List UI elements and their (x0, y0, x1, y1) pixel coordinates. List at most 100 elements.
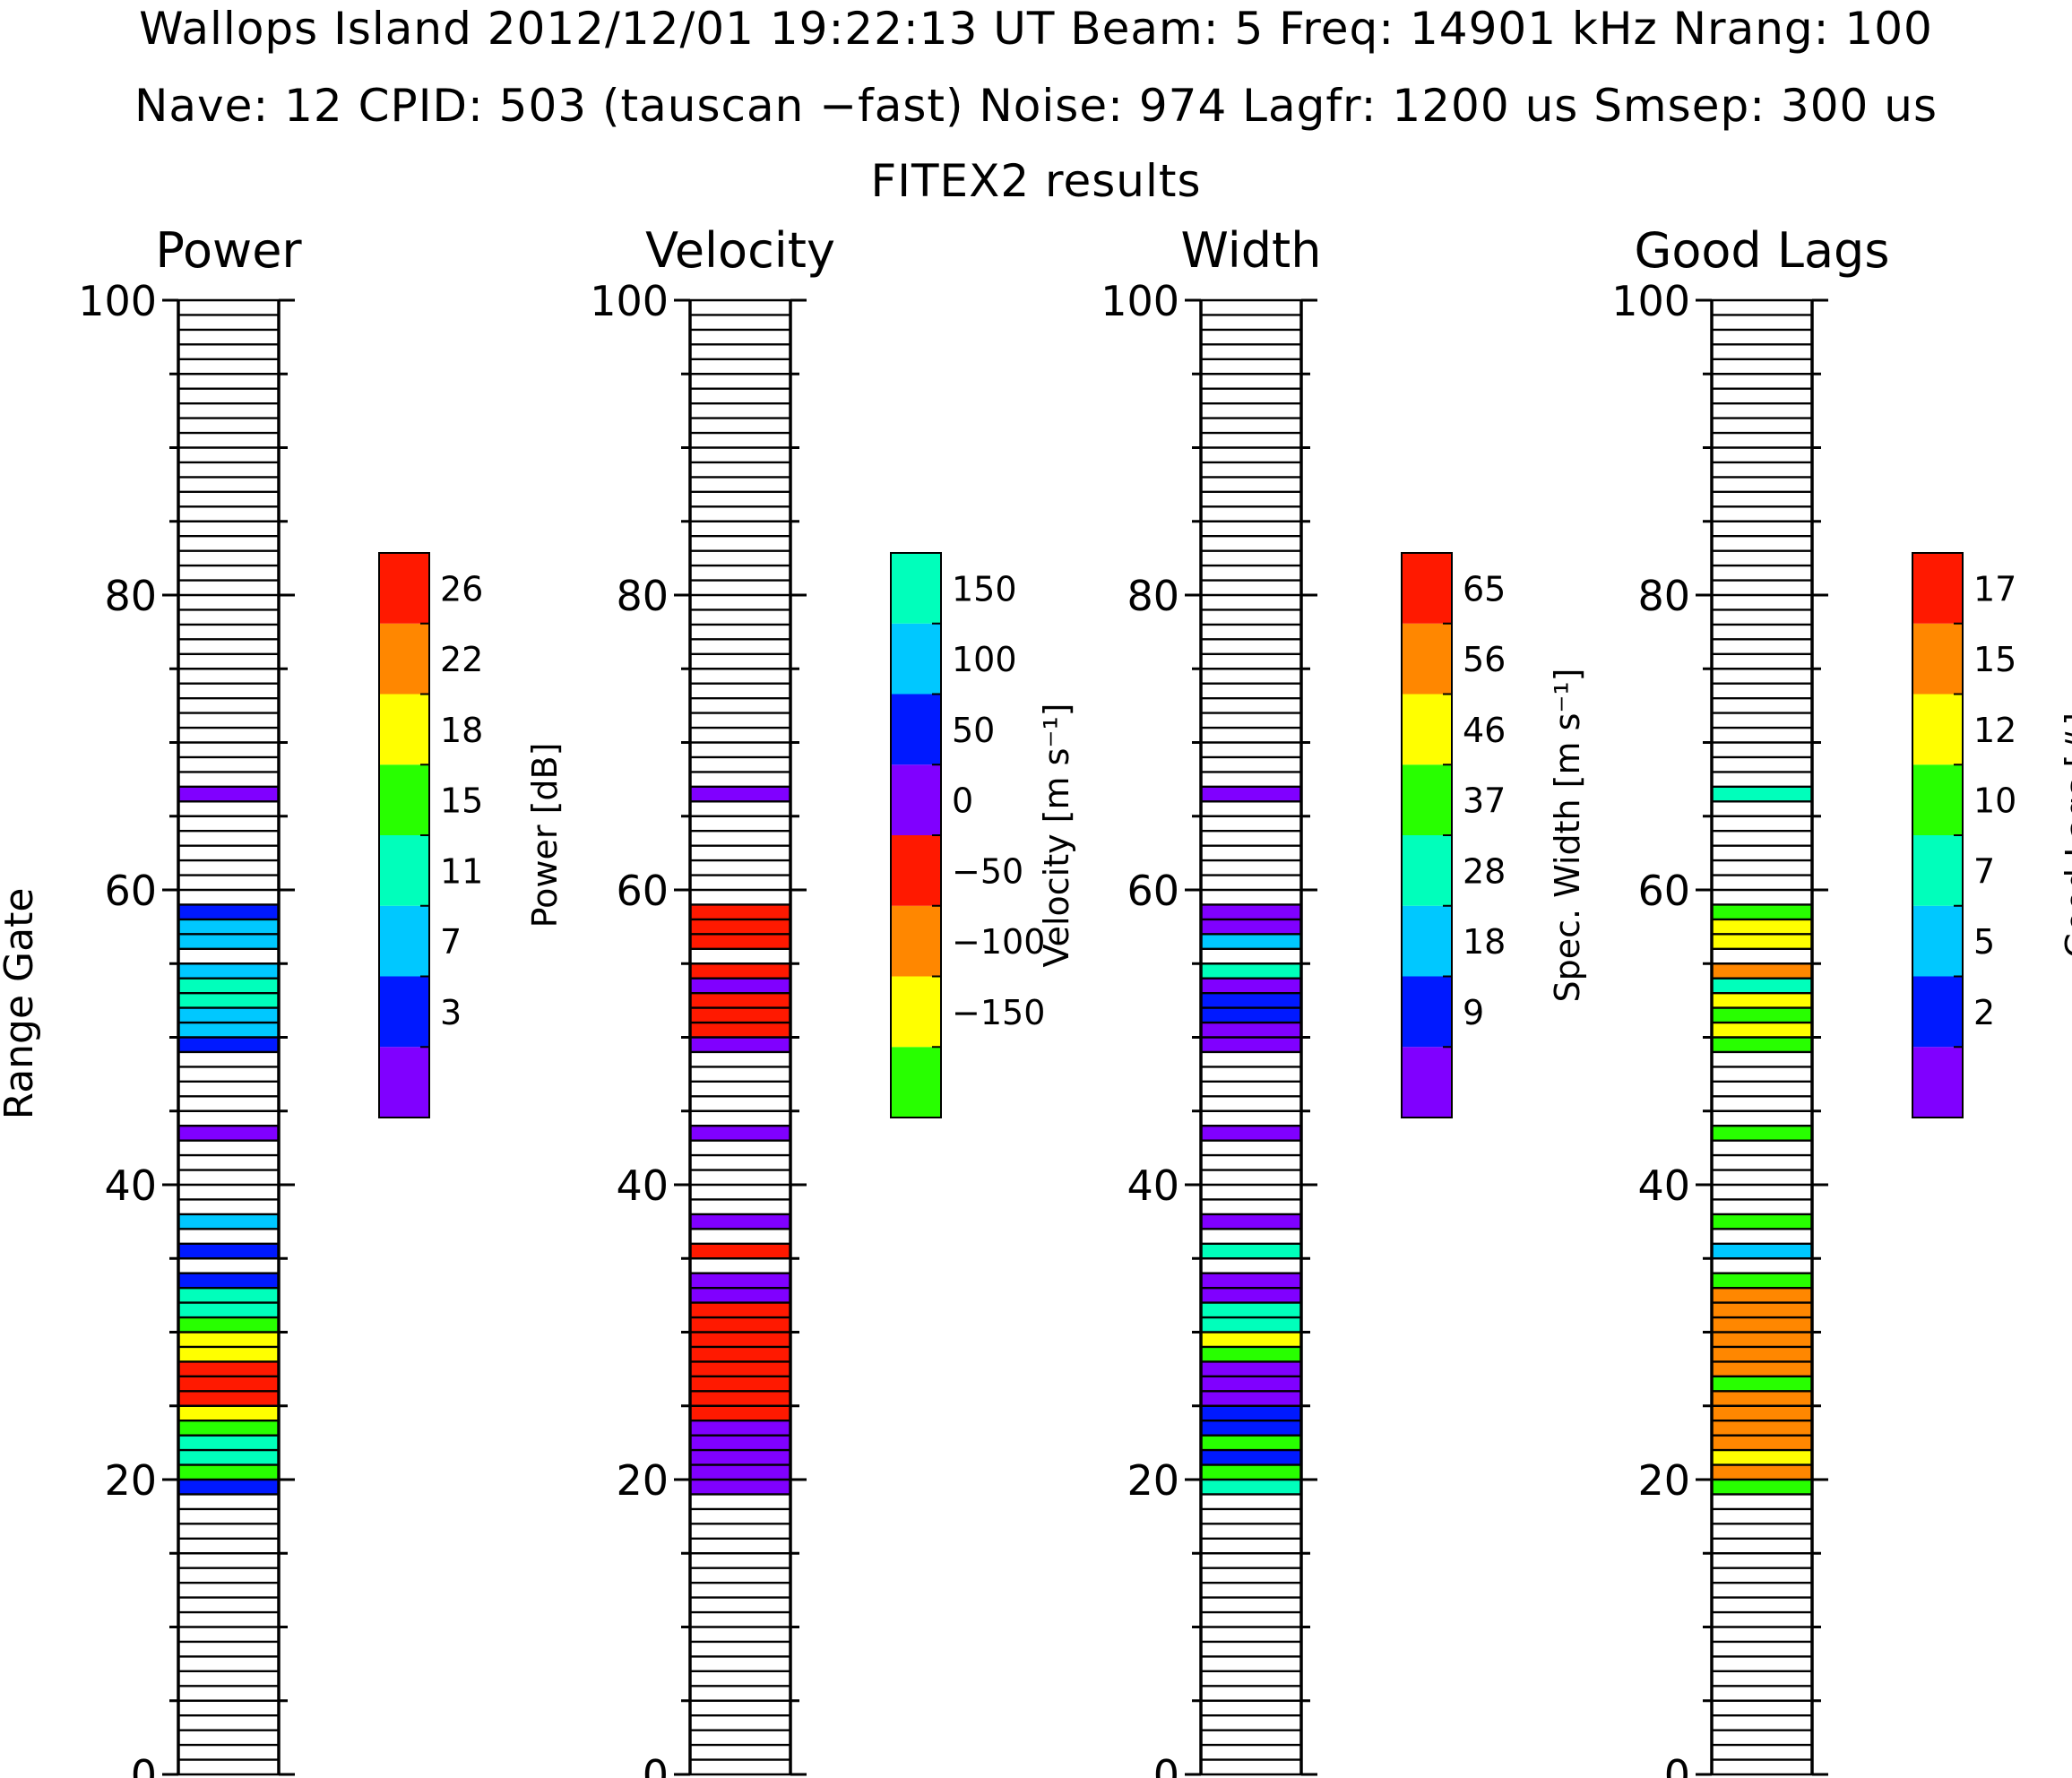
panel-4-gate-cell (1712, 1317, 1812, 1333)
panel-1-ytick-label: 0 (131, 1751, 157, 1778)
panel-3-gate-cell (1201, 1450, 1301, 1465)
panel-3-gate-cell (1201, 993, 1301, 1008)
panel-3-ytick-label: 20 (1127, 1456, 1179, 1505)
panel-2-gate-cell (690, 1405, 790, 1421)
panel-3-gate-cell (1201, 1037, 1301, 1052)
panel-4-colorbar-segment (1912, 764, 1963, 835)
panel-3-colorbar-label: 9 (1463, 993, 1484, 1032)
panel-3-gate-cell (1201, 1464, 1301, 1480)
panel-2-colorbar-label: −100 (952, 922, 1045, 962)
panel-2-colorbar-label: −50 (952, 851, 1023, 891)
panel-4-gate-cell (1712, 904, 1812, 919)
panel-1-colorbar-label: 11 (440, 851, 483, 891)
panel-3-gate-cell (1201, 1391, 1301, 1406)
panel-2-colorbar-segment (891, 905, 941, 977)
panel-4-gate-cell (1712, 993, 1812, 1008)
panel-4-gate-cell (1712, 1361, 1812, 1377)
panel-4-gate-cell (1712, 786, 1812, 802)
panel-1-ytick-label: 100 (78, 277, 157, 325)
panel-3-gate-cell (1201, 1376, 1301, 1392)
panel-3-gate-cell (1201, 1302, 1301, 1318)
panel-4-title: Good Lags (1635, 222, 1890, 279)
panel-2-gate-cell (690, 919, 790, 935)
panel-2-colorbar-label: 100 (952, 640, 1017, 679)
panel-1-gate-cell (178, 1243, 279, 1259)
panel-4-ytick-label: 0 (1664, 1751, 1690, 1778)
panel-4-colorbar-label: 7 (1973, 851, 1995, 891)
panel-1-gate-cell (178, 1302, 279, 1318)
y-axis-label: Range Gate (0, 888, 42, 1120)
panel-2-colorbar-segment (891, 1047, 941, 1118)
panel-1-ytick-label: 20 (104, 1456, 157, 1505)
panel-1-gate-cell (178, 963, 279, 979)
panel-1-gate-cell (178, 993, 279, 1008)
panel-3-gate-cell (1201, 1213, 1301, 1230)
panel-1-colorbar-segment (379, 1047, 429, 1118)
panel-4-gate-cell (1712, 1332, 1812, 1347)
panel-3-colorbar-label: 46 (1463, 711, 1506, 750)
panel-2-gate-cell (690, 1376, 790, 1392)
panel-2-gate-cell (690, 1450, 790, 1465)
panel-1-colorbar-segment (379, 694, 429, 765)
panel-4-gate-cell (1712, 1243, 1812, 1259)
panel-2-colorbar-label: 150 (952, 569, 1017, 608)
panel-1-title: Power (155, 222, 302, 279)
panel-2-colorbar-label: −150 (952, 993, 1045, 1032)
panel-1-gate-cell (178, 1332, 279, 1347)
panel-1-colorbar-label: 18 (440, 711, 483, 750)
panel-4-gate-cell (1712, 1450, 1812, 1465)
panel-3-colorbar-segment (1402, 1047, 1452, 1118)
panel-2-colorbar-segment (891, 764, 941, 835)
panel-1-gate-cell (178, 978, 279, 994)
panel-3-gate-cell (1201, 1480, 1301, 1495)
panel-4-colorbar-label: 12 (1973, 711, 2016, 750)
panel-2-colorbar-segment (891, 835, 941, 906)
panel-4-ytick-label: 60 (1637, 867, 1690, 915)
panel-3-gate-cell (1201, 1126, 1301, 1141)
panel-4-gate-cell (1712, 1435, 1812, 1451)
panel-3-gate-cell (1201, 919, 1301, 935)
panel-2-gate-cell (690, 786, 790, 802)
panel-4-ytick-label: 80 (1637, 572, 1690, 620)
panel-4-colorbar-segment (1912, 835, 1963, 906)
panel-2-gate-cell (690, 1420, 790, 1436)
panel-1-gate-cell (178, 1288, 279, 1303)
panel-1-colorbar-segment (379, 835, 429, 906)
panel-3-gate-cell (1201, 1435, 1301, 1451)
panel-1-colorbar-label: 22 (440, 640, 483, 679)
panel-3-ytick-label: 60 (1127, 867, 1179, 915)
panel-2-gate-cell (690, 1361, 790, 1377)
panel-4-colorbar-label: 17 (1973, 569, 2016, 608)
panel-4-colorbar-title: Good Lags [#] (2059, 712, 2072, 958)
panel-2-gate-cell (690, 1213, 790, 1230)
panel-2-ytick-label: 80 (616, 572, 669, 620)
panel-3-ytick-label: 100 (1101, 277, 1179, 325)
panel-3-colorbar-label: 28 (1463, 851, 1506, 891)
panel-1-ytick-label: 40 (104, 1161, 157, 1210)
panel-4-ytick-label: 40 (1637, 1161, 1690, 1210)
panel-4-colorbar-label: 10 (1973, 781, 2016, 821)
panel-3-colorbar-segment (1402, 764, 1452, 835)
panel-3-colorbar-segment (1402, 905, 1452, 977)
panel-4-colorbar-segment (1912, 553, 1963, 624)
panel-2-gate-cell (690, 904, 790, 919)
panel-1-gate-cell (178, 1464, 279, 1480)
panel-1-gate-cell (178, 1391, 279, 1406)
panel-2-colorbar-title: Velocity [m s⁻¹] (1037, 703, 1076, 968)
panel-4-gate-cell (1712, 1273, 1812, 1289)
panel-2-gate-cell (690, 1273, 790, 1289)
panel-4-colorbar-segment (1912, 976, 1963, 1048)
panel-1-ytick-label: 80 (104, 572, 157, 620)
panel-2-gate-cell (690, 1464, 790, 1480)
panel-4-colorbar-segment (1912, 694, 1963, 765)
panel-4-gate-cell (1712, 919, 1812, 935)
panel-2-gate-cell (690, 1023, 790, 1038)
panel-1-colorbar-segment (379, 764, 429, 835)
panel-3-colorbar-title: Spec. Width [m s⁻¹] (1548, 669, 1587, 1003)
panel-4-gate-cell (1712, 1480, 1812, 1495)
panel-4-gate-cell (1712, 963, 1812, 979)
panel-2-colorbar-segment (891, 623, 941, 695)
panel-3-gate-cell (1201, 786, 1301, 802)
panel-4-colorbar-segment (1912, 1047, 1963, 1118)
